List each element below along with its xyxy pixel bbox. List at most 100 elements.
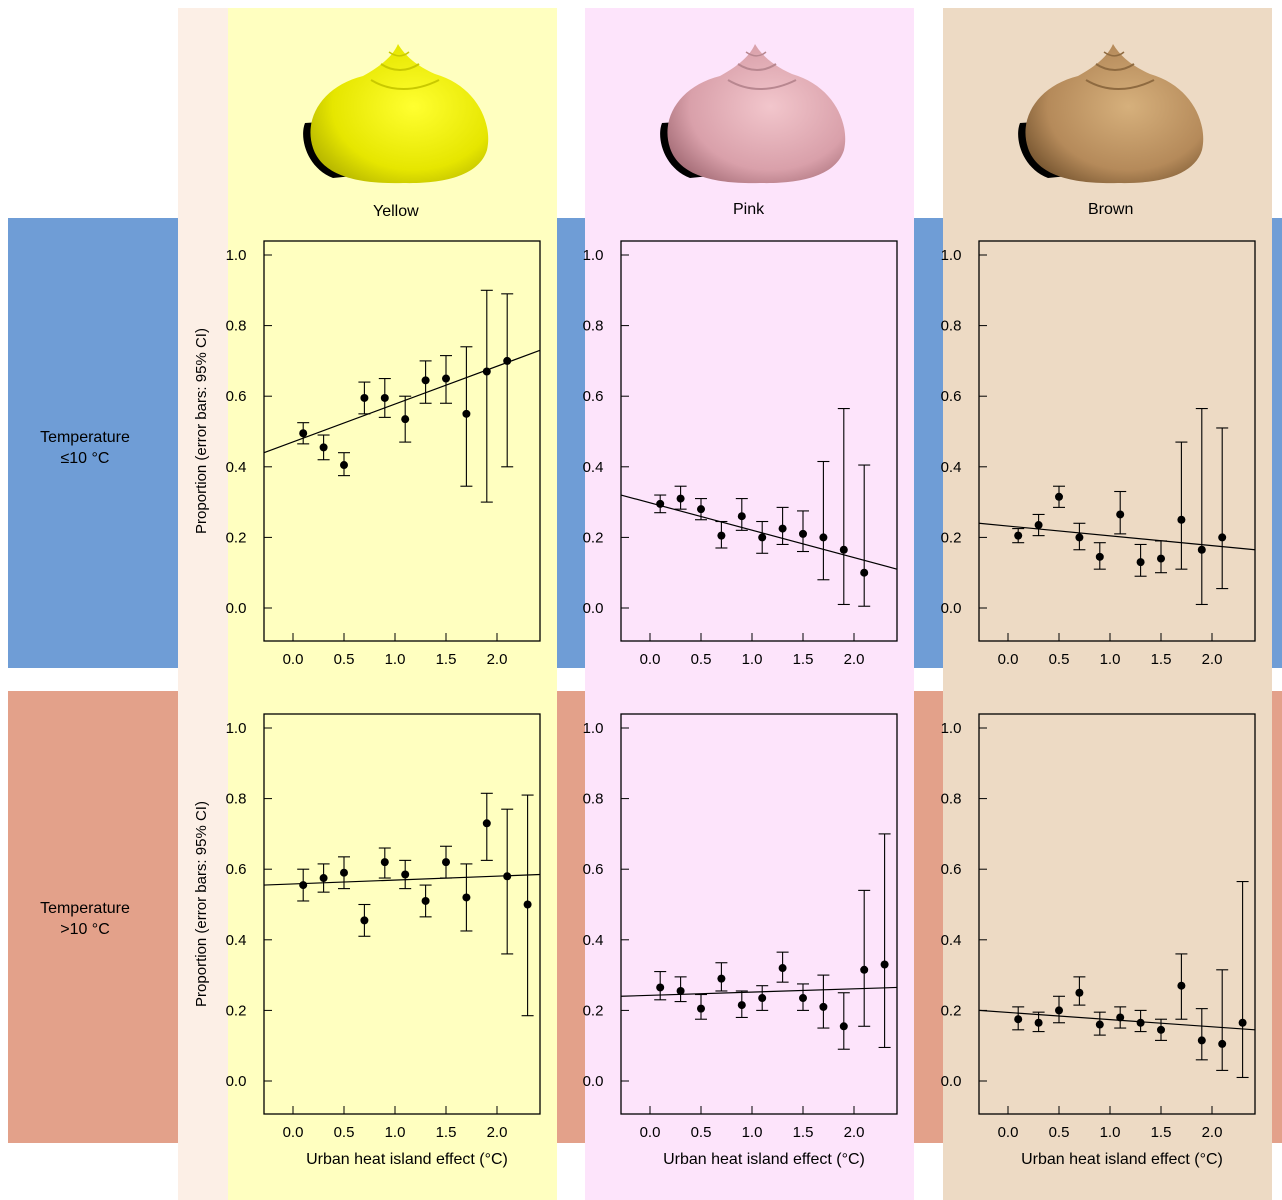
x-axis-title: Urban heat island effect (°C): [1021, 1151, 1223, 1168]
pink-column: [585, 8, 914, 1200]
data-point: [717, 974, 726, 983]
x-tick-label: 1.0: [1100, 651, 1121, 668]
x-tick-label: 1.0: [742, 651, 763, 668]
plot-cold-yellow: 0.0 0.2 0.4 0.6 0.8 1.0 0.0 0.5 1.0 1.5 2.0 Proport…: [193, 240, 541, 668]
data-point: [1095, 1020, 1104, 1029]
plot-frame: [620, 713, 898, 1115]
data-point: [1197, 1036, 1206, 1045]
x-tick-label: 1.0: [1100, 1124, 1121, 1141]
data-point: [1095, 552, 1104, 561]
plot-frame: [263, 240, 541, 642]
data-point: [1136, 558, 1145, 567]
y-tick-label: 0.0: [941, 1073, 962, 1090]
y-tick-label: 0.4: [941, 932, 962, 949]
x-tick-label: 2.0: [844, 1124, 865, 1141]
y-axis-title: Proportion (error bars: 95% CI): [193, 328, 210, 534]
plot-frame: [263, 713, 541, 1115]
x-tick-label: 1.0: [385, 651, 406, 668]
y-tick-label: 0.0: [226, 600, 247, 617]
y-tick-label: 0.2: [583, 529, 604, 546]
data-point: [737, 512, 746, 521]
pink-shell-image: [660, 44, 846, 184]
data-point: [340, 868, 348, 877]
plot-warm-yellow: 0.0 0.2 0.4 0.6 0.8 1.0 0.0 0.5 1.0 1.5 2.0 Proport…: [193, 713, 541, 1168]
data-point: [462, 893, 471, 902]
data-point: [1218, 1039, 1227, 1048]
data-point: [340, 461, 348, 470]
x-tick-label: 2.0: [487, 651, 508, 668]
x-tick-label: 0.0: [998, 1124, 1019, 1141]
x-tick-label: 2.0: [1202, 1124, 1223, 1141]
y-tick-label: 0.8: [583, 318, 604, 335]
data-point: [523, 900, 532, 909]
x-tick-label: 0.0: [640, 1124, 661, 1141]
y-tick-label: 1.0: [941, 247, 962, 264]
fit-line: [263, 873, 541, 886]
x-tick-label: 1.5: [436, 1124, 457, 1141]
y-tick-label: 0.6: [941, 861, 962, 878]
y-tick-label: 0.8: [941, 791, 962, 808]
y-tick-label: 1.0: [941, 720, 962, 737]
y-tick-label: 0.4: [226, 459, 247, 476]
data-point: [401, 415, 410, 424]
x-axis-title: Urban heat island effect (°C): [306, 1151, 508, 1168]
row-label-warm-line1: Temperature: [40, 900, 130, 917]
row-label-cold-line1: Temperature: [40, 429, 130, 446]
x-tick-label: 0.0: [283, 651, 304, 668]
y-tick-label: 0.8: [941, 318, 962, 335]
plot-frame: [978, 240, 1256, 642]
data-point: [482, 819, 491, 828]
data-point: [1075, 533, 1084, 542]
data-point: [421, 376, 430, 385]
y-tick-label: 0.8: [226, 791, 247, 808]
data-point: [717, 531, 726, 540]
x-tick-label: 1.5: [436, 651, 457, 668]
data-point: [656, 983, 665, 992]
x-tick-label: 0.5: [1049, 1124, 1070, 1141]
data-point: [503, 872, 512, 881]
data-point: [319, 874, 328, 883]
y-tick-label: 0.6: [226, 388, 247, 405]
y-tick-label: 1.0: [226, 247, 247, 264]
x-axis-title: Urban heat island effect (°C): [663, 1151, 865, 1168]
x-tick-label: 2.0: [844, 651, 865, 668]
data-point: [1116, 510, 1125, 519]
data-point: [1014, 531, 1023, 540]
y-tick-label: 0.4: [941, 459, 962, 476]
y-tick-label: 1.0: [583, 247, 604, 264]
y-tick-label: 0.2: [226, 529, 247, 546]
data-point: [737, 1001, 746, 1010]
plot-warm-pink: 0.0 0.2 0.4 0.6 0.8 1.0 0.0 0.5 1.0 1.5 2.0 Urban h…: [583, 713, 898, 1168]
x-tick-label: 0.0: [640, 651, 661, 668]
fit-line: [978, 522, 1256, 551]
x-tick-label: 2.0: [487, 1124, 508, 1141]
y-tick-label: 0.6: [941, 388, 962, 405]
plot-cold-pink: 0.0 0.2 0.4 0.6 0.8 1.0 0.0 0.5 1.0 1.5 2.0: [583, 240, 898, 668]
yellow-shell-image: [303, 44, 489, 184]
data-point: [676, 494, 685, 503]
y-axis-title: Proportion (error bars: 95% CI): [193, 801, 210, 1007]
x-tick-label: 1.5: [793, 651, 814, 668]
data-point: [778, 964, 787, 973]
data-point: [697, 505, 705, 514]
data-point: [401, 870, 410, 879]
data-point: [380, 393, 389, 402]
data-point: [819, 533, 828, 542]
x-tick-label: 0.0: [283, 1124, 304, 1141]
x-tick-label: 0.0: [998, 651, 1019, 668]
y-tick-label: 0.0: [583, 1073, 604, 1090]
data-point: [656, 499, 665, 508]
plot-frame: [620, 240, 898, 642]
data-point: [299, 429, 308, 438]
y-tick-label: 0.4: [226, 932, 247, 949]
data-point: [697, 1004, 705, 1013]
y-tick-label: 0.6: [583, 388, 604, 405]
data-point: [319, 443, 328, 452]
x-tick-label: 2.0: [1202, 651, 1223, 668]
data-point: [1218, 533, 1227, 542]
data-point: [860, 965, 869, 974]
data-point: [860, 568, 869, 577]
data-point: [380, 858, 389, 867]
data-point: [1034, 521, 1043, 530]
data-point: [880, 960, 889, 969]
